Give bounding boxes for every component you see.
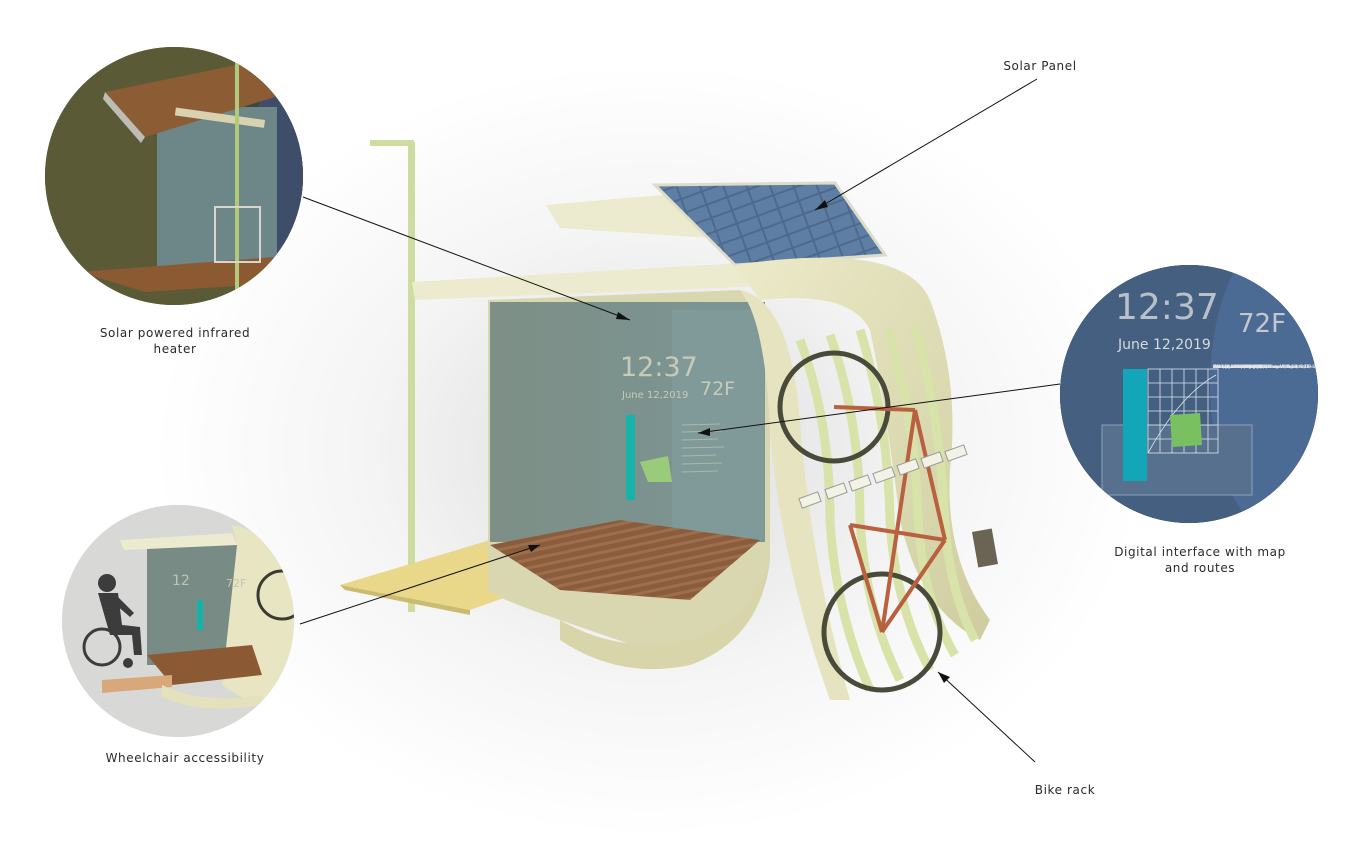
heater-floor	[80, 257, 295, 292]
pole	[408, 142, 415, 612]
leader-lines	[299, 78, 1061, 763]
bike-rack-ribs	[795, 324, 979, 692]
roof	[412, 262, 765, 300]
routes-title: Routes and Schedule	[1213, 365, 1262, 370]
route-item: Central N. of 16th (Apartments) 0:05	[1213, 365, 1298, 370]
heater-label-line1: Solar powered infrared	[99, 326, 251, 340]
heater-label-line2: heater	[153, 342, 197, 356]
main-screen-time: 12:37	[620, 352, 698, 383]
route-item: Columbia & 17th 0:07	[1213, 365, 1264, 370]
digital-label-line1: Digital interface with map	[1114, 545, 1286, 559]
heater-label: Solar powered infrared heater	[85, 325, 265, 357]
main-screen-date: June 12,2019	[622, 390, 689, 401]
solar-panel-label: Solar Panel	[1003, 59, 1077, 73]
bike-frame	[833, 405, 947, 634]
digital-time: 12:37	[1115, 287, 1219, 328]
wheelchair-user-icon	[98, 574, 142, 655]
heater-roof	[105, 57, 275, 137]
route-item: 16th E. of College 0:07	[1213, 365, 1266, 370]
digital-label-line2: and routes	[1164, 561, 1236, 575]
route-item: 24th W. of Apple (East School – Crosswal…	[1213, 365, 1318, 370]
route-item: 7th E. of Columbia (Freedom Village) 0:0…	[1213, 365, 1310, 370]
route-item: Columbia & 19th 0:08	[1213, 365, 1264, 370]
route-item: 24th W. of Lincoln 0:11	[1213, 365, 1266, 370]
digital-interface-circle: 12:37 72F June 12,2019 Routes and Schedu…	[1060, 265, 1318, 523]
wheelchair-circle: 12 72F	[62, 505, 294, 737]
digital-label: Digital interface with map and routes	[1105, 544, 1295, 576]
wheelchair-label: Wheelchair accessibility	[105, 751, 265, 765]
solar-panel	[651, 181, 888, 267]
bike-rack-label: Bike rack	[1034, 783, 1096, 797]
heater-detail-circle	[45, 47, 303, 305]
route-item: Columbia & 21st (Black River School) 0:0…	[1213, 365, 1311, 370]
route-item: 24th W. of Hastings 0:12	[1213, 365, 1270, 370]
svg-text:12: 12	[172, 573, 190, 589]
digital-temp: 72F	[1238, 309, 1287, 339]
main-screen-temp: 72F	[700, 378, 736, 400]
route-item: Hastings S. of 24th (Appledorn) 0:13	[1213, 365, 1298, 370]
route-item: College & 13th (Hope College/Friendship …	[1213, 365, 1318, 370]
digital-date: June 12,2019	[1118, 337, 1211, 353]
route-item: Prospect N. of 24th 0:10	[1213, 365, 1269, 370]
wood-floor	[490, 520, 760, 600]
svg-text:72F: 72F	[226, 577, 246, 590]
bike-wheel-bottom	[821, 571, 943, 693]
